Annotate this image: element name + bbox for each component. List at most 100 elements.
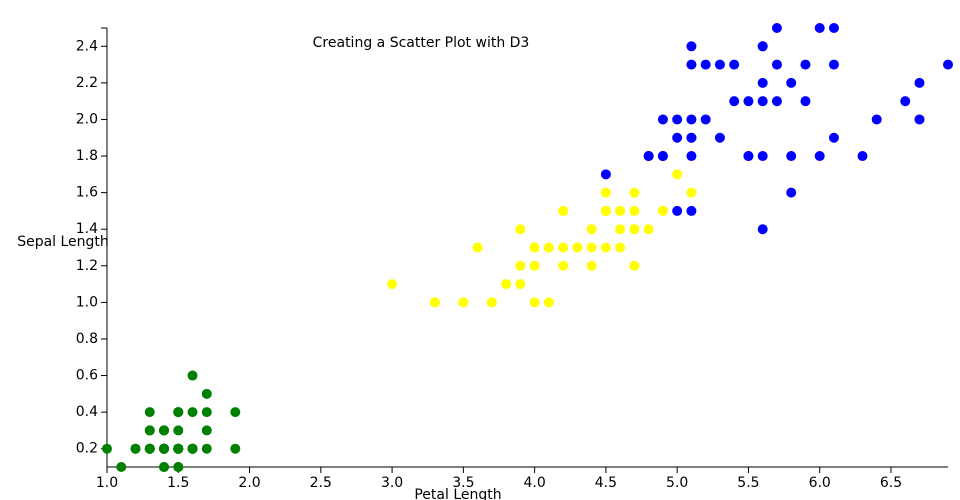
point xyxy=(629,205,640,216)
point xyxy=(943,59,953,70)
x-tick-label: 4.5 xyxy=(595,475,617,491)
point xyxy=(643,224,654,235)
point xyxy=(629,260,640,271)
point xyxy=(159,462,170,472)
point xyxy=(914,114,925,125)
x-tick-label: 1.5 xyxy=(167,475,189,491)
point xyxy=(144,425,155,436)
point xyxy=(173,425,184,436)
point xyxy=(800,96,811,107)
point xyxy=(686,151,697,162)
y-tick-label: 1.0 xyxy=(76,294,98,310)
point xyxy=(572,242,583,253)
point xyxy=(672,132,683,143)
y-tick-label: 1.4 xyxy=(76,221,98,237)
point xyxy=(757,96,768,107)
point xyxy=(757,151,768,162)
point xyxy=(600,169,611,180)
point xyxy=(515,279,526,290)
point xyxy=(729,59,740,70)
point xyxy=(586,242,597,253)
point xyxy=(629,224,640,235)
point xyxy=(529,242,540,253)
point xyxy=(187,443,198,454)
x-tick-label: 3.0 xyxy=(381,475,403,491)
x-tick-label: 3.5 xyxy=(452,475,474,491)
point xyxy=(714,59,725,70)
point xyxy=(515,224,526,235)
point xyxy=(429,297,440,308)
point xyxy=(657,205,668,216)
point xyxy=(786,187,797,198)
point xyxy=(771,59,782,70)
x-tick-label: 5.5 xyxy=(737,475,759,491)
point xyxy=(700,114,711,125)
point xyxy=(458,297,469,308)
point xyxy=(486,297,497,308)
point xyxy=(686,41,697,52)
point xyxy=(201,407,212,418)
point xyxy=(558,260,569,271)
point xyxy=(657,114,668,125)
y-tick-label: 0.6 xyxy=(76,368,98,384)
x-tick-label: 4.0 xyxy=(523,475,545,491)
point xyxy=(857,151,868,162)
axes xyxy=(101,27,948,468)
point xyxy=(515,260,526,271)
chart-title: Creating a Scatter Plot with D3 xyxy=(313,35,530,51)
point xyxy=(529,297,540,308)
point xyxy=(672,169,683,180)
point xyxy=(558,242,569,253)
point xyxy=(686,205,697,216)
point xyxy=(173,462,184,472)
point xyxy=(643,151,654,162)
point xyxy=(529,260,540,271)
point xyxy=(714,132,725,143)
point xyxy=(786,151,797,162)
point xyxy=(230,443,241,454)
point xyxy=(771,23,782,33)
y-tick-label: 1.8 xyxy=(76,148,98,164)
x-tick-label: 6.0 xyxy=(809,475,831,491)
point xyxy=(686,187,697,198)
point xyxy=(672,114,683,125)
point xyxy=(757,77,768,88)
y-tick-label: 1.2 xyxy=(76,258,98,274)
y-tick-label: 0.2 xyxy=(76,441,98,457)
point xyxy=(629,187,640,198)
point xyxy=(144,443,155,454)
point xyxy=(615,205,626,216)
y-axis-label: Sepal Length xyxy=(17,234,109,250)
point xyxy=(657,151,668,162)
point xyxy=(600,187,611,198)
y-tick-label: 0.4 xyxy=(76,404,98,420)
point xyxy=(828,23,839,33)
point xyxy=(201,425,212,436)
x-tick-label: 1.0 xyxy=(96,475,118,491)
point xyxy=(130,443,141,454)
point xyxy=(472,242,483,253)
point xyxy=(743,96,754,107)
y-tick-label: 2.2 xyxy=(76,75,98,91)
point xyxy=(230,407,241,418)
point xyxy=(543,242,554,253)
point xyxy=(686,114,697,125)
point xyxy=(828,132,839,143)
point xyxy=(814,151,825,162)
point xyxy=(187,370,198,381)
point xyxy=(586,260,597,271)
point xyxy=(600,242,611,253)
point xyxy=(615,224,626,235)
point xyxy=(786,77,797,88)
point xyxy=(586,224,597,235)
point xyxy=(173,443,184,454)
point xyxy=(102,443,112,454)
point xyxy=(686,59,697,70)
point xyxy=(871,114,882,125)
x-tick-label: 2.0 xyxy=(238,475,260,491)
point xyxy=(187,407,198,418)
point xyxy=(771,96,782,107)
point xyxy=(672,205,683,216)
